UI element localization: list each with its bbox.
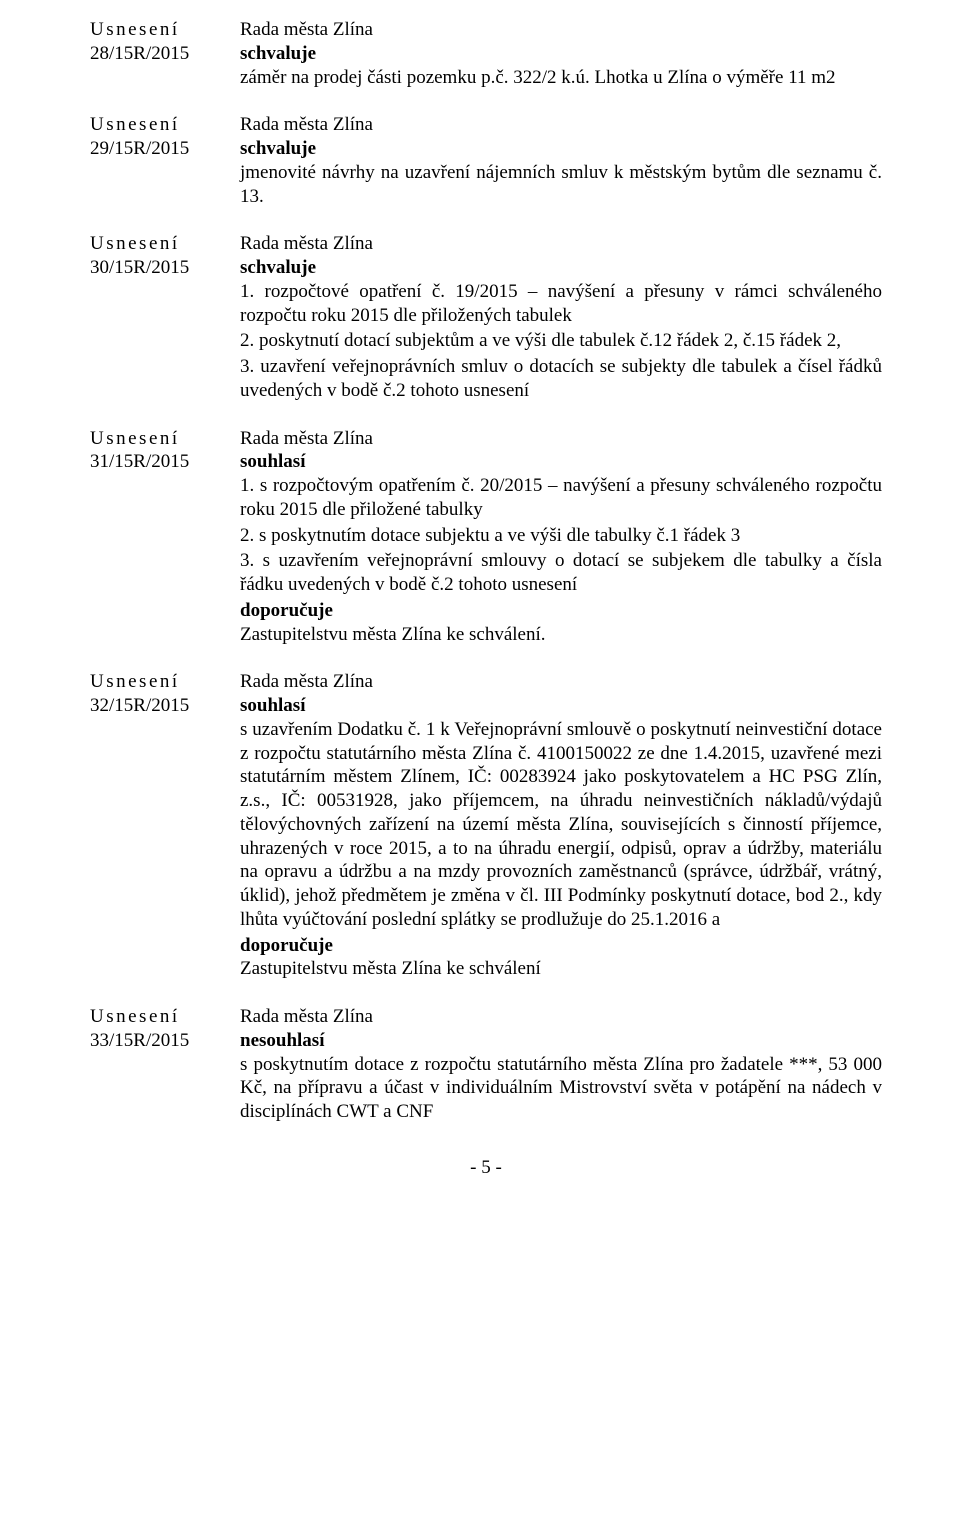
usneseni-label: Usnesení	[90, 113, 230, 137]
resolution-number: 29/15R/2015	[90, 137, 230, 161]
usneseni-label: Usnesení	[90, 232, 230, 256]
rada-label: Rada města Zlína	[240, 18, 882, 42]
doporucuje-label: doporučuje	[240, 934, 882, 958]
body-text-2: 2. poskytnutí dotací subjektům a ve výši…	[240, 329, 882, 353]
resolution-31: Usnesení 31/15R/2015 Rada města Zlína so…	[90, 427, 882, 649]
resolution-left: Usnesení 30/15R/2015	[90, 232, 240, 280]
souhlasi-label: souhlasí	[240, 694, 882, 718]
doporucuje-label: doporučuje	[240, 599, 882, 623]
resolution-body: Rada města Zlína schvaluje jmenovité náv…	[240, 113, 882, 210]
resolution-left: Usnesení 29/15R/2015	[90, 113, 240, 161]
body-text-1: s uzavřením Dodatku č. 1 k Veřejnoprávní…	[240, 718, 882, 932]
resolution-number: 30/15R/2015	[90, 256, 230, 280]
rada-label: Rada města Zlína	[240, 232, 882, 256]
resolution-29: Usnesení 29/15R/2015 Rada města Zlína sc…	[90, 113, 882, 210]
resolution-body: Rada města Zlína souhlasí s uzavřením Do…	[240, 670, 882, 983]
resolution-left: Usnesení 28/15R/2015	[90, 18, 240, 66]
resolution-left: Usnesení 32/15R/2015	[90, 670, 240, 718]
resolution-number: 32/15R/2015	[90, 694, 230, 718]
rada-label: Rada města Zlína	[240, 113, 882, 137]
resolution-body: Rada města Zlína schvaluje 1. rozpočtové…	[240, 232, 882, 404]
body-text-1: s poskytnutím dotace z rozpočtu statutár…	[240, 1053, 882, 1124]
resolution-body: Rada města Zlína nesouhlasí s poskytnutí…	[240, 1005, 882, 1126]
usneseni-label: Usnesení	[90, 18, 230, 42]
resolution-left: Usnesení 31/15R/2015	[90, 427, 240, 475]
resolution-number: 31/15R/2015	[90, 450, 230, 474]
schvaluje-label: schvaluje	[240, 42, 882, 66]
usneseni-label: Usnesení	[90, 1005, 230, 1029]
schvaluje-label: schvaluje	[240, 137, 882, 161]
nesouhlasi-label: nesouhlasí	[240, 1029, 882, 1053]
resolution-30: Usnesení 30/15R/2015 Rada města Zlína sc…	[90, 232, 882, 404]
body-text-2: 2. s poskytnutím dotace subjektu a ve vý…	[240, 524, 882, 548]
resolution-body: Rada města Zlína schvaluje záměr na prod…	[240, 18, 882, 91]
resolution-number: 33/15R/2015	[90, 1029, 230, 1053]
usneseni-label: Usnesení	[90, 427, 230, 451]
body-text-1: 1. s rozpočtovým opatřením č. 20/2015 – …	[240, 474, 882, 522]
body-text: záměr na prodej části pozemku p.č. 322/2…	[240, 66, 882, 90]
usneseni-label: Usnesení	[90, 670, 230, 694]
body-text: jmenovité návrhy na uzavření nájemních s…	[240, 161, 882, 209]
resolution-32: Usnesení 32/15R/2015 Rada města Zlína so…	[90, 670, 882, 983]
rada-label: Rada města Zlína	[240, 670, 882, 694]
page-number: - 5 -	[90, 1156, 882, 1180]
body-text-3: 3. s uzavřením veřejnoprávní smlouvy o d…	[240, 549, 882, 597]
rada-label: Rada města Zlína	[240, 1005, 882, 1029]
body-text-4: Zastupitelstvu města Zlína ke schválení.	[240, 623, 882, 647]
schvaluje-label: schvaluje	[240, 256, 882, 280]
resolution-left: Usnesení 33/15R/2015	[90, 1005, 240, 1053]
resolution-body: Rada města Zlína souhlasí 1. s rozpočtov…	[240, 427, 882, 649]
resolution-number: 28/15R/2015	[90, 42, 230, 66]
body-text-1: 1. rozpočtové opatření č. 19/2015 – navý…	[240, 280, 882, 328]
body-text-3: 3. uzavření veřejnoprávních smluv o dota…	[240, 355, 882, 403]
resolution-33: Usnesení 33/15R/2015 Rada města Zlína ne…	[90, 1005, 882, 1126]
resolution-28: Usnesení 28/15R/2015 Rada města Zlína sc…	[90, 18, 882, 91]
souhlasi-label: souhlasí	[240, 450, 882, 474]
body-text-2: Zastupitelstvu města Zlína ke schválení	[240, 957, 882, 981]
rada-label: Rada města Zlína	[240, 427, 882, 451]
